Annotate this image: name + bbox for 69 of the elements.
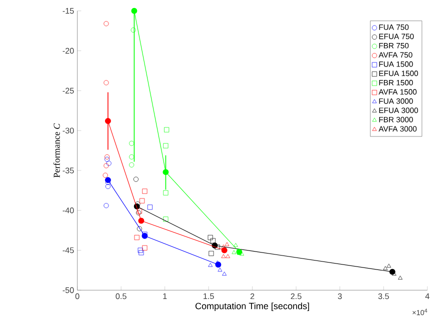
- y-tick-label: -20: [62, 48, 74, 54]
- point: [104, 156, 110, 162]
- y-tick-label: -50: [62, 287, 74, 293]
- x-tick-label: 3.5: [378, 293, 389, 300]
- y-tick-label: -45: [62, 247, 74, 254]
- point: [163, 143, 168, 148]
- point: [164, 127, 170, 132]
- point: [106, 160, 112, 166]
- point: [104, 118, 111, 124]
- point: [162, 169, 169, 175]
- point: [131, 8, 138, 14]
- point: [138, 248, 143, 253]
- x-tick-label: 4: [425, 293, 430, 299]
- point: [386, 264, 392, 268]
- point: [104, 176, 111, 183]
- point: [224, 242, 230, 246]
- y-axis-title: Performance C: [53, 123, 60, 178]
- point: [104, 154, 110, 160]
- point: [130, 27, 136, 32]
- y-tick-label: -15: [62, 8, 74, 14]
- point: [105, 184, 110, 189]
- point: [208, 262, 213, 267]
- point: [147, 204, 152, 210]
- point: [234, 242, 238, 247]
- y-tick-label: -35: [62, 168, 74, 174]
- point: [208, 234, 213, 240]
- point: [129, 154, 134, 160]
- point: [210, 238, 216, 244]
- x-tick-label: 0.5: [116, 293, 126, 300]
- point: [226, 254, 230, 258]
- point: [142, 188, 148, 194]
- point: [240, 252, 244, 256]
- point: [134, 234, 140, 240]
- x-axis-title: Computation Time [seconds]: [195, 302, 310, 311]
- point: [102, 172, 108, 178]
- point: [214, 244, 220, 250]
- point: [104, 21, 109, 26]
- x-tick-label: 2.5: [290, 293, 302, 300]
- point: [129, 162, 134, 168]
- point: [208, 250, 214, 256]
- point: [221, 254, 226, 258]
- y-tick-label: -40: [62, 207, 74, 214]
- point: [215, 262, 222, 268]
- x-tick-label: 1.5: [204, 293, 214, 299]
- x-tick-label: 1: [163, 293, 167, 299]
- x-tick-label: 0: [75, 293, 80, 300]
- point: [163, 216, 168, 222]
- point: [221, 244, 226, 248]
- x-tick-label: 3: [338, 293, 342, 300]
- point: [218, 268, 222, 272]
- point: [104, 80, 109, 86]
- point: [222, 272, 227, 276]
- point: [129, 140, 134, 146]
- point: [104, 163, 109, 168]
- y-tick-label: -25: [62, 88, 74, 94]
- point: [104, 202, 109, 208]
- point: [221, 247, 228, 254]
- point: [138, 218, 144, 224]
- point: [232, 250, 236, 254]
- y-tick-label: -30: [62, 128, 74, 134]
- point: [163, 190, 168, 196]
- point: [133, 176, 138, 182]
- point: [136, 226, 142, 232]
- point: [140, 198, 145, 204]
- point: [138, 250, 144, 256]
- point: [383, 266, 388, 270]
- point: [142, 245, 148, 250]
- point: [398, 276, 402, 280]
- x-tick-label: 2: [250, 293, 254, 299]
